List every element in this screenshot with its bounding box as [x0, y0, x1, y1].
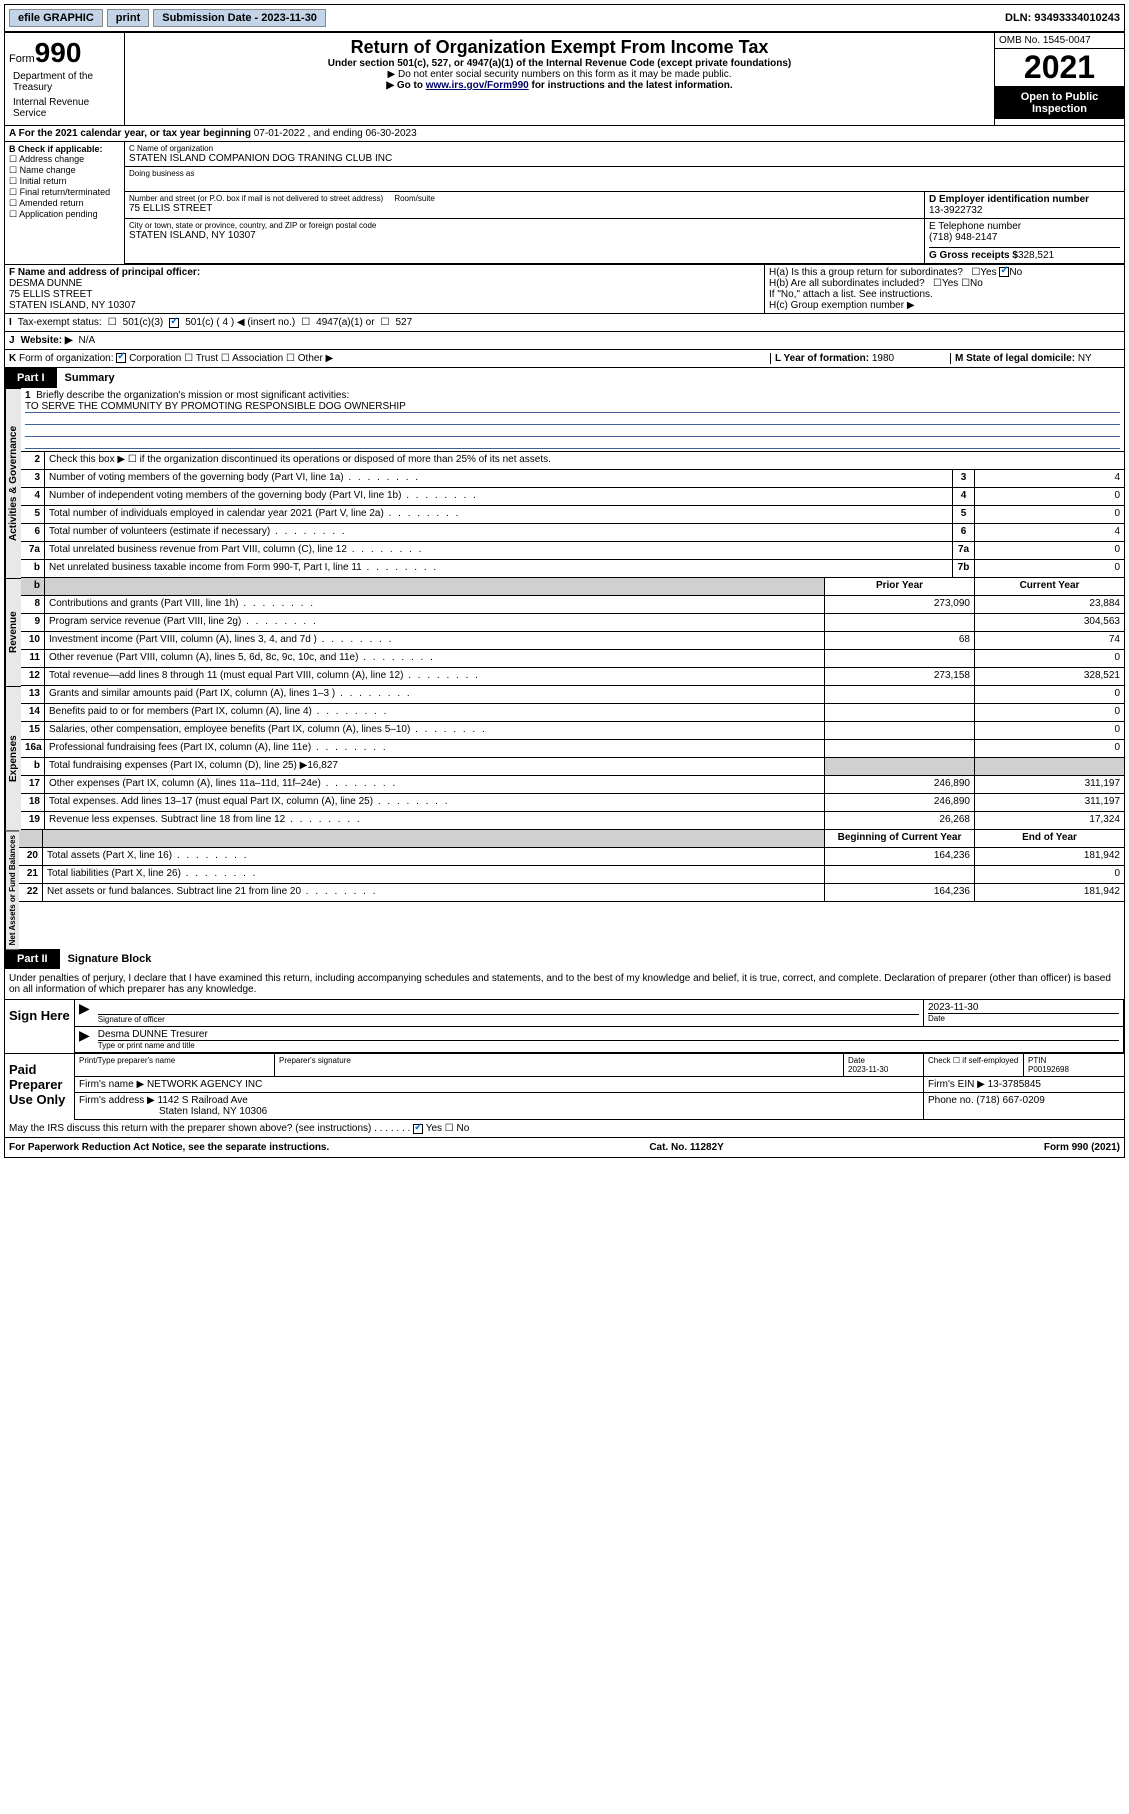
print-button[interactable]: print: [107, 9, 149, 27]
dba-block: Doing business as: [125, 167, 1124, 192]
corp-check: [116, 353, 126, 363]
ein: 13-3922732: [929, 205, 1120, 216]
part1-header: Part I Summary: [5, 368, 1124, 388]
top-bar: efile GRAPHIC print Submission Date - 20…: [5, 5, 1124, 33]
summary-line-15: 15 Salaries, other compensation, employe…: [21, 722, 1124, 740]
summary-line-13: 13 Grants and similar amounts paid (Part…: [21, 686, 1124, 704]
section-abcdefg: B Check if applicable: ☐ Address change …: [5, 142, 1124, 265]
summary-expenses: Expenses 13 Grants and similar amounts p…: [5, 686, 1124, 830]
summary-line-17: 17 Other expenses (Part IX, column (A), …: [21, 776, 1124, 794]
box-f: F Name and address of principal officer:…: [5, 265, 764, 313]
summary-line-11: 11 Other revenue (Part VIII, column (A),…: [21, 650, 1124, 668]
summary-line-10: 10 Investment income (Part VIII, column …: [21, 632, 1124, 650]
arrow-icon: ▶: [75, 1000, 94, 1026]
address-block: Number and street (or P.O. box if mail i…: [125, 192, 924, 218]
line-16b: b Total fundraising expenses (Part IX, c…: [21, 758, 1124, 776]
ptin: P00192698: [1028, 1065, 1069, 1074]
summary-netassets: Net Assets or Fund Balances Beginning of…: [5, 830, 1124, 949]
summary-revenue: Revenue b Prior Year Current Year 8 Cont…: [5, 578, 1124, 686]
website: N/A: [79, 335, 96, 346]
phone: (718) 948-2147: [929, 232, 1120, 243]
city-block: City or town, state or province, country…: [125, 219, 924, 263]
chk-pending: ☐ Application pending: [9, 209, 120, 220]
form-link-line: ▶ Go to www.irs.gov/Form990 for instruct…: [129, 80, 990, 91]
line-2: 2 Check this box ▶ ☐ if the organization…: [21, 452, 1124, 470]
part2-header: Part II Signature Block: [5, 949, 1124, 969]
mission-text: TO SERVE THE COMMUNITY BY PROMOTING RESP…: [25, 401, 1120, 413]
submission-date: Submission Date - 2023-11-30: [153, 9, 326, 27]
summary-line-16a: 16a Professional fundraising fees (Part …: [21, 740, 1124, 758]
summary-line-12: 12 Total revenue—add lines 8 through 11 …: [21, 668, 1124, 686]
dln-label: DLN: 93493334010243: [1005, 12, 1120, 24]
firm-phone: (718) 667-0209: [976, 1095, 1044, 1106]
form-note1: ▶ Do not enter social security numbers o…: [129, 69, 990, 80]
discuss-line: May the IRS discuss this return with the…: [5, 1120, 1124, 1138]
dept-treasury: Department of the Treasury: [9, 69, 120, 95]
box-e-g: E Telephone number (718) 948-2147 G Gros…: [924, 219, 1124, 263]
tax-year: 2021: [995, 49, 1124, 87]
sign-here-block: Sign Here ▶ Signature of officer 2023-11…: [5, 999, 1124, 1053]
gross-receipts: 328,521: [1018, 250, 1054, 261]
summary-line-9: 9 Program service revenue (Part VIII, li…: [21, 614, 1124, 632]
summary-line-6: 6 Total number of volunteers (estimate i…: [21, 524, 1124, 542]
calendar-year-line: A For the 2021 calendar year, or tax yea…: [5, 126, 1124, 142]
ha-no-check: [999, 267, 1009, 277]
chk-initial-return: ☐ Initial return: [9, 176, 120, 187]
declaration: Under penalties of perjury, I declare th…: [5, 969, 1124, 999]
org-name: STATEN ISLAND COMPANION DOG TRANING CLUB…: [129, 153, 1120, 164]
section-fh: F Name and address of principal officer:…: [5, 265, 1124, 314]
line-1: 1 Briefly describe the organization's mi…: [21, 388, 1124, 452]
discuss-yes-check: [413, 1124, 423, 1134]
officer-name: Desma DUNNE Tresurer: [98, 1029, 1119, 1040]
summary-line-8: 8 Contributions and grants (Part VIII, l…: [21, 596, 1124, 614]
dept-irs: Internal Revenue Service: [9, 95, 120, 121]
irs-link[interactable]: www.irs.gov/Form990: [426, 80, 529, 91]
paid-preparer-block: Paid Preparer Use Only Print/Type prepar…: [5, 1053, 1124, 1120]
summary-line-22: 22 Net assets or fund balances. Subtract…: [19, 884, 1124, 902]
arrow-icon: ▶: [75, 1027, 94, 1052]
form-number: 990: [35, 37, 82, 68]
chk-address-change: ☐ Address change: [9, 154, 120, 165]
501c4-check: [169, 318, 179, 328]
omb-number: OMB No. 1545-0047: [995, 33, 1124, 49]
form-title: Return of Organization Exempt From Incom…: [129, 37, 990, 58]
form-word: Form: [9, 53, 35, 65]
summary-line-b: b Net unrelated business taxable income …: [21, 560, 1124, 578]
net-header-row: Beginning of Current Year End of Year: [19, 830, 1124, 848]
line-j: J Website: ▶ N/A: [5, 332, 1124, 350]
efile-label: efile GRAPHIC: [9, 9, 103, 27]
line-i: I Tax-exempt status: ☐ 501(c)(3) 501(c) …: [5, 314, 1124, 332]
page-footer: For Paperwork Reduction Act Notice, see …: [5, 1138, 1124, 1157]
summary-line-21: 21 Total liabilities (Part X, line 26) 0: [19, 866, 1124, 884]
summary-line-3: 3 Number of voting members of the govern…: [21, 470, 1124, 488]
form-header: Form990 Department of the Treasury Inter…: [5, 33, 1124, 126]
firm-name: NETWORK AGENCY INC: [147, 1079, 262, 1090]
firm-ein: 13-3785845: [988, 1079, 1041, 1090]
org-name-block: C Name of organization STATEN ISLAND COM…: [125, 142, 1124, 167]
chk-name-change: ☐ Name change: [9, 165, 120, 176]
summary-line-5: 5 Total number of individuals employed i…: [21, 506, 1124, 524]
summary-line-20: 20 Total assets (Part X, line 16) 164,23…: [19, 848, 1124, 866]
box-b: B Check if applicable: ☐ Address change …: [5, 142, 125, 264]
form-subtitle: Under section 501(c), 527, or 4947(a)(1)…: [129, 58, 990, 69]
year-formation: 1980: [872, 353, 894, 364]
summary-line-14: 14 Benefits paid to or for members (Part…: [21, 704, 1124, 722]
chk-amended: ☐ Amended return: [9, 198, 120, 209]
rev-header-row: b Prior Year Current Year: [21, 578, 1124, 596]
line-klm: K Form of organization: Corporation ☐ Tr…: [5, 350, 1124, 368]
sig-date: 2023-11-30: [928, 1002, 1119, 1013]
summary-line-7a: 7a Total unrelated business revenue from…: [21, 542, 1124, 560]
box-h: H(a) Is this a group return for subordin…: [764, 265, 1124, 313]
open-public: Open to Public Inspection: [995, 87, 1124, 119]
summary-governance: Activities & Governance 1 Briefly descri…: [5, 388, 1124, 578]
box-d: D Employer identification number 13-3922…: [924, 192, 1124, 218]
summary-line-19: 19 Revenue less expenses. Subtract line …: [21, 812, 1124, 830]
chk-final-return: ☐ Final return/terminated: [9, 187, 120, 198]
state-domicile: NY: [1078, 353, 1092, 364]
summary-line-4: 4 Number of independent voting members o…: [21, 488, 1124, 506]
summary-line-18: 18 Total expenses. Add lines 13–17 (must…: [21, 794, 1124, 812]
